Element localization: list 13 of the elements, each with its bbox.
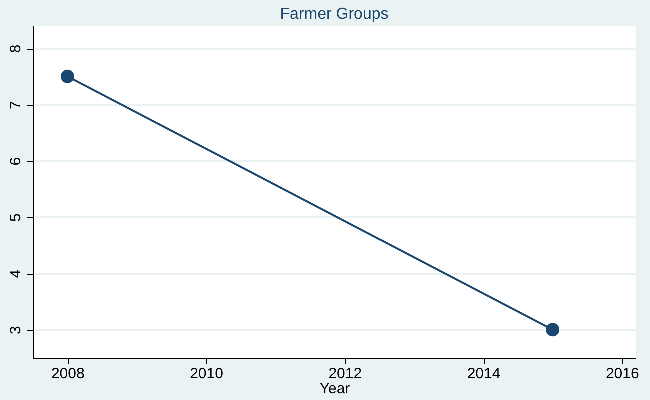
y-tick-label: 6 [8,157,24,166]
y-tick-label: 5 [8,214,24,222]
x-tick-label: 2010 [190,366,224,382]
x-tick-label: 2014 [467,366,501,382]
y-tick-label: 4 [8,270,24,278]
x-tick-label: 2016 [606,366,640,382]
x-tick-label: 2012 [328,366,362,382]
y-tick-label: 7 [8,101,24,110]
x-axis-title: Year [320,380,350,398]
chart-title: Farmer Groups [280,6,389,23]
y-tick-label: 8 [8,44,24,54]
y-tick-label: 3 [8,326,24,335]
x-tick-label: 2008 [51,366,85,382]
